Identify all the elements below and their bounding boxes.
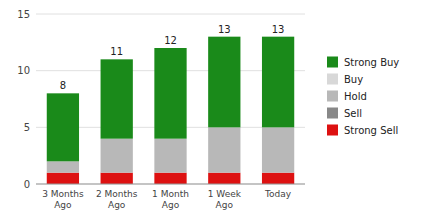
y-tick-label: 0 <box>24 179 30 190</box>
legend-label: Strong Sell <box>344 125 398 136</box>
bar-segment <box>47 93 79 161</box>
legend-swatch <box>327 108 338 119</box>
legend-label: Strong Buy <box>344 57 399 68</box>
grid-line <box>36 184 305 185</box>
legend-swatch <box>327 125 338 136</box>
bar-segment <box>262 127 294 172</box>
bar-segment <box>101 173 133 184</box>
bar-segment <box>262 37 294 128</box>
bar-segment <box>47 161 79 172</box>
x-tick-label: 2 MonthsAgo <box>96 189 138 210</box>
bar-segment <box>101 139 133 173</box>
x-tick-label: 1 WeekAgo <box>208 189 242 210</box>
x-tick-label: 3 MonthsAgo <box>42 189 84 210</box>
bars <box>47 37 294 184</box>
total-label: 13 <box>218 24 231 35</box>
legend-label: Hold <box>344 91 367 102</box>
grid <box>36 14 305 184</box>
chart: 0 5 10 15 8 11 12 13 13 3 MonthsAgo 2 MonthsAgo 1 M… <box>0 0 440 220</box>
x-tick-label: Today <box>264 189 292 199</box>
legend-swatch <box>327 57 338 68</box>
total-label: 12 <box>164 35 177 46</box>
y-tick-label: 15 <box>17 9 30 20</box>
x-tick-label: 1 MonthAgo <box>152 189 189 210</box>
legend-label: Buy <box>344 74 363 85</box>
bar-segment <box>208 37 240 128</box>
total-label: 13 <box>272 24 285 35</box>
grid-line <box>36 14 305 15</box>
total-label: 11 <box>110 46 123 57</box>
bar-segment <box>47 173 79 184</box>
bar-segment <box>208 127 240 172</box>
legend-label: Sell <box>344 108 362 119</box>
legend-swatch <box>327 91 338 102</box>
y-tick-label: 5 <box>24 122 30 133</box>
bar-segment <box>101 59 133 138</box>
bar-segment <box>208 173 240 184</box>
y-tick-label: 10 <box>17 65 30 76</box>
legend-swatch <box>327 74 338 85</box>
bar-segment <box>262 173 294 184</box>
x-axis-line <box>36 184 305 185</box>
bar-segment <box>154 139 186 173</box>
total-label: 8 <box>60 80 66 91</box>
bar-segment <box>154 48 186 139</box>
bar-segment <box>154 173 186 184</box>
legend: Strong Buy Buy Hold Sell Strong Sell <box>327 57 399 137</box>
